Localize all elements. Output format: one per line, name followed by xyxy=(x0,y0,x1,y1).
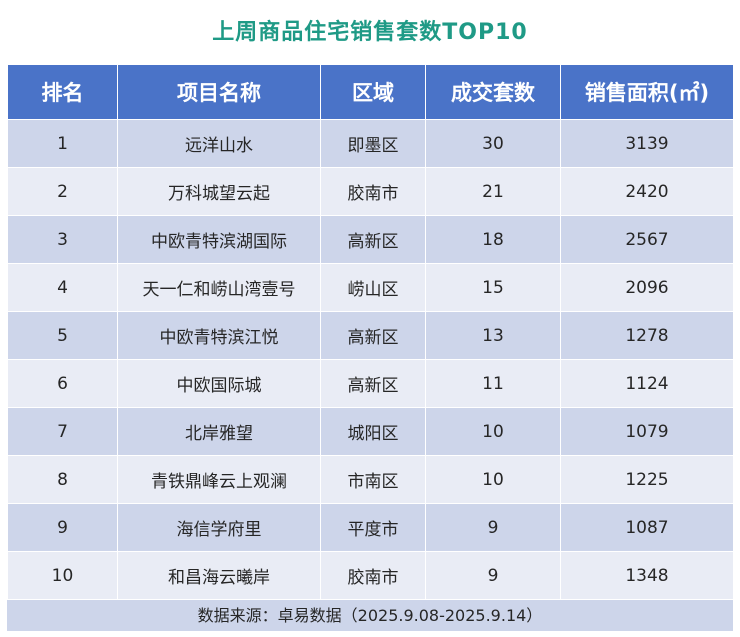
area-cell: 1278 xyxy=(560,311,734,360)
rank-cell: 10 xyxy=(7,551,118,600)
project-name-cell: 海信学府里 xyxy=(117,503,321,552)
units-cell: 10 xyxy=(425,455,561,504)
units-cell: 18 xyxy=(425,215,561,264)
district-cell: 胶南市 xyxy=(320,551,426,600)
district-cell: 平度市 xyxy=(320,503,426,552)
project-name-cell: 远洋山水 xyxy=(117,119,321,168)
district-cell: 高新区 xyxy=(320,215,426,264)
column-header-units: 成交套数 xyxy=(425,64,561,120)
project-name-cell: 万科城望云起 xyxy=(117,167,321,216)
project-name-cell: 中欧青特滨江悦 xyxy=(117,311,321,360)
units-cell: 9 xyxy=(425,503,561,552)
column-header-rank: 排名 xyxy=(7,64,118,120)
units-cell: 21 xyxy=(425,167,561,216)
rank-cell: 2 xyxy=(7,167,118,216)
table-row: 5 中欧青特滨江悦 高新区 13 1278 xyxy=(7,311,734,360)
project-name-cell: 天一仁和崂山湾壹号 xyxy=(117,263,321,312)
rank-cell: 5 xyxy=(7,311,118,360)
table-row: 7 北岸雅望 城阳区 10 1079 xyxy=(7,407,734,456)
units-cell: 30 xyxy=(425,119,561,168)
area-cell: 2096 xyxy=(560,263,734,312)
area-cell: 2567 xyxy=(560,215,734,264)
column-header-area: 销售面积(㎡) xyxy=(560,64,734,120)
rank-cell: 4 xyxy=(7,263,118,312)
area-cell: 2420 xyxy=(560,167,734,216)
district-cell: 高新区 xyxy=(320,311,426,360)
column-header-district: 区域 xyxy=(320,64,426,120)
table-row: 2 万科城望云起 胶南市 21 2420 xyxy=(7,167,734,216)
header-row: 排名 项目名称 区域 成交套数 销售面积(㎡) xyxy=(7,64,734,120)
data-source-note: 数据来源：卓易数据（2025.9.08-2025.9.14） xyxy=(7,600,733,631)
area-cell: 1087 xyxy=(560,503,734,552)
table-row: 8 青铁鼎峰云上观澜 市南区 10 1225 xyxy=(7,455,734,504)
area-cell: 1225 xyxy=(560,455,734,504)
district-cell: 崂山区 xyxy=(320,263,426,312)
rank-cell: 8 xyxy=(7,455,118,504)
units-cell: 15 xyxy=(425,263,561,312)
area-cell: 3139 xyxy=(560,119,734,168)
area-cell: 1348 xyxy=(560,551,734,600)
project-name-cell: 北岸雅望 xyxy=(117,407,321,456)
district-cell: 市南区 xyxy=(320,455,426,504)
units-cell: 10 xyxy=(425,407,561,456)
rank-cell: 6 xyxy=(7,359,118,408)
project-name-cell: 青铁鼎峰云上观澜 xyxy=(117,455,321,504)
district-cell: 城阳区 xyxy=(320,407,426,456)
table-row: 3 中欧青特滨湖国际 高新区 18 2567 xyxy=(7,215,734,264)
rank-cell: 7 xyxy=(7,407,118,456)
project-name-cell: 中欧国际城 xyxy=(117,359,321,408)
column-header-project: 项目名称 xyxy=(117,64,321,120)
table-body: 1 远洋山水 即墨区 30 3139 2 万科城望云起 胶南市 21 2420 3 中欧青特滨湖国际高… xyxy=(7,119,734,600)
table-row: 10 和昌海云曦岸 胶南市 9 1348 xyxy=(7,551,734,600)
units-cell: 9 xyxy=(425,551,561,600)
area-cell: 1124 xyxy=(560,359,734,408)
area-cell: 1079 xyxy=(560,407,734,456)
sales-table: 排名 项目名称 区域 成交套数 销售面积(㎡) 1 远洋山水 即墨区 30 3139 2 万… xyxy=(7,64,734,600)
table-row: 1 远洋山水 即墨区 30 3139 xyxy=(7,119,734,168)
rank-cell: 1 xyxy=(7,119,118,168)
district-cell: 即墨区 xyxy=(320,119,426,168)
table-row: 4 天一仁和崂山湾壹号 崂山区 15 2096 xyxy=(7,263,734,312)
district-cell: 高新区 xyxy=(320,359,426,408)
table-title: 上周商品住宅销售套数TOP10 xyxy=(212,20,528,45)
rank-cell: 3 xyxy=(7,215,118,264)
rank-cell: 9 xyxy=(7,503,118,552)
units-cell: 11 xyxy=(425,359,561,408)
project-name-cell: 中欧青特滨湖国际 xyxy=(117,215,321,264)
table-row: 6 中欧国际城 高新区 11 1124 xyxy=(7,359,734,408)
table-row: 9 海信学府里 平度市 9 1087 xyxy=(7,503,734,552)
project-name-cell: 和昌海云曦岸 xyxy=(117,551,321,600)
units-cell: 13 xyxy=(425,311,561,360)
district-cell: 胶南市 xyxy=(320,167,426,216)
